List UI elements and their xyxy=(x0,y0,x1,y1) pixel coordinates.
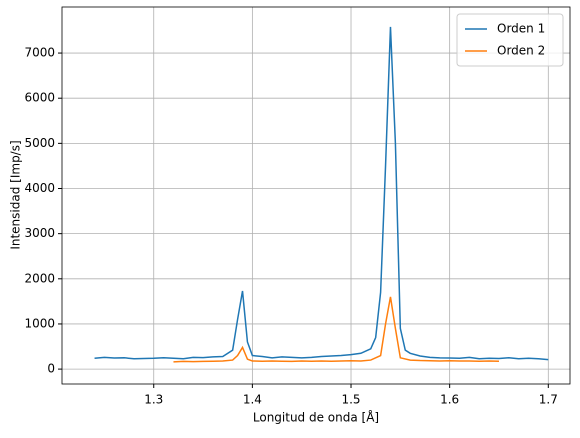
y-tick-label: 6000 xyxy=(24,91,55,105)
y-tick-label: 5000 xyxy=(24,136,55,150)
x-tick-label: 1.7 xyxy=(539,393,558,407)
plot-frame xyxy=(61,6,571,385)
y-tick-label: 1000 xyxy=(24,316,55,330)
y-tick-label: 7000 xyxy=(24,46,55,60)
x-axis-label: Longitud de onda [Å] xyxy=(253,410,379,425)
y-tick-label: 4000 xyxy=(24,181,55,195)
x-tick-label: 1.3 xyxy=(144,393,163,407)
y-axis-label: Intensidad [Imp/s] xyxy=(9,140,23,249)
legend-label: Orden 2 xyxy=(497,44,545,58)
legend-label: Orden 1 xyxy=(497,22,545,36)
line xyxy=(94,26,549,361)
x-tick-label: 1.6 xyxy=(440,393,459,407)
x-tick-label: 1.4 xyxy=(243,393,262,407)
line xyxy=(173,296,499,363)
y-tick-label: 2000 xyxy=(24,271,55,285)
y-tick-label: 3000 xyxy=(24,226,55,240)
x-tick-label: 1.5 xyxy=(341,393,360,407)
legend xyxy=(456,13,564,67)
y-tick-label: 0 xyxy=(47,362,55,376)
